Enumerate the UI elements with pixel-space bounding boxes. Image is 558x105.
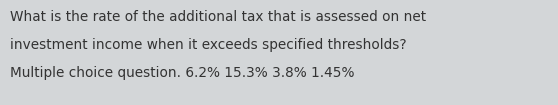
Text: investment income when it exceeds specified thresholds?: investment income when it exceeds specif… — [10, 38, 407, 52]
Text: What is the rate of the additional tax that is assessed on net: What is the rate of the additional tax t… — [10, 10, 426, 24]
Text: Multiple choice question. 6.2% 15.3% 3.8% 1.45%: Multiple choice question. 6.2% 15.3% 3.8… — [10, 66, 354, 80]
